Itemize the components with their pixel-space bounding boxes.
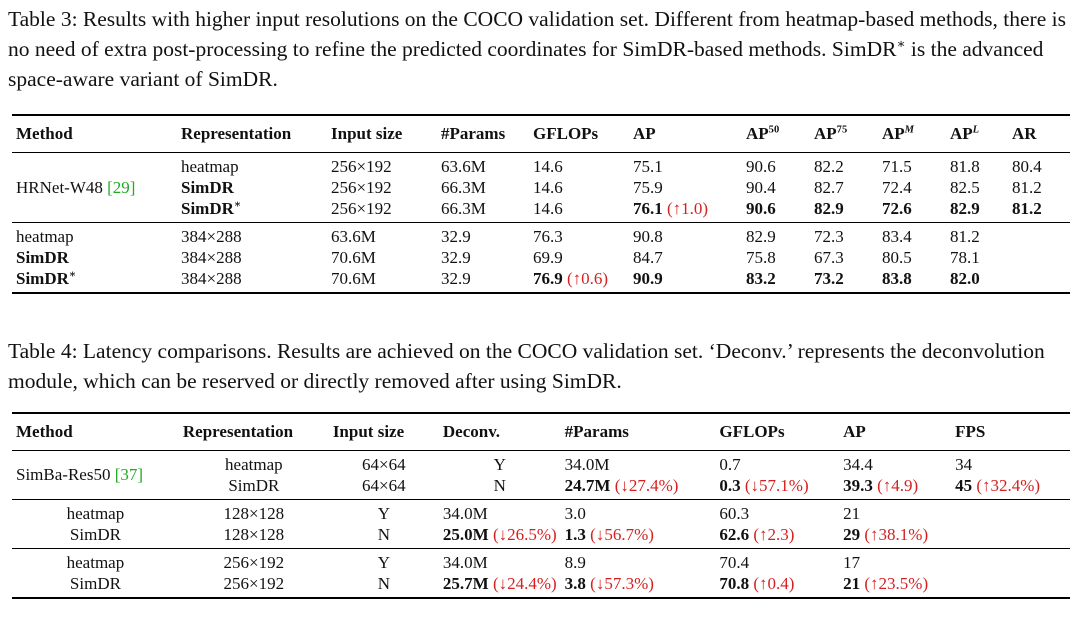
t3-header-params: #Params	[441, 124, 506, 143]
t3-header-apl: APL	[950, 124, 980, 143]
table-row: HRNet-W48 [29] heatmap 256×192 63.6M 14.…	[12, 153, 1070, 197]
t3-method-cell: HRNet-W48 [29]	[16, 177, 136, 197]
t4-header-ap: AP	[843, 422, 866, 441]
t4-header-method: Method	[16, 422, 73, 441]
table-row: SimDR∗ 256×192 66.3M 14.6 76.1 (↑1.0) 90…	[181, 198, 1042, 218]
table-row: SimDR∗ 384×288 70.6M 32.9 76.9 (↑0.6) 90…	[16, 268, 980, 288]
t3-header-representation: Representation	[181, 124, 292, 143]
t3-header-gflops: GFLOPs	[533, 124, 599, 143]
table3-header-row: Method Representation Input size #Params…	[12, 115, 1070, 153]
t3-header-ar: AR	[1012, 124, 1037, 143]
t4-header-deconv: Deconv.	[442, 422, 501, 441]
t3-header-ap50: AP50	[746, 124, 780, 143]
t4-header-fps: FPS	[955, 422, 986, 441]
t4-header-params: #Params	[564, 422, 629, 441]
table-row: SimDR 384×288 70.6M 32.9 69.9 84.7 75.8 …	[16, 247, 980, 267]
table3-caption-star: ∗	[896, 35, 906, 51]
table-row: heatmap 256×192 Y 34.0M 8.9 70.4 17	[66, 552, 861, 572]
table4: Method Representation Input size Deconv.…	[12, 412, 1070, 599]
t3-header-ap: AP	[633, 124, 656, 143]
t3-header-method: Method	[16, 124, 73, 143]
table-row: SimDR 256×192 N 25.7M (↓24.4%) 3.8 (↓57.…	[69, 573, 929, 593]
t3-header-apm: APM	[882, 124, 915, 143]
t4-header-representation: Representation	[182, 422, 294, 441]
table-row: SimDR 128×128 N 25.0M (↓26.5%) 1.3 (↓56.…	[69, 524, 929, 544]
table-row: SimBa-Res50 [37] heatmap 64×64 Y 34.0M 0…	[12, 451, 1070, 485]
citation-link[interactable]: [29]	[107, 177, 136, 197]
citation-link[interactable]: [37]	[114, 465, 144, 484]
t4-method-cell: SimBa-Res50 [37]	[16, 465, 144, 484]
table4-caption: Table 4: Latency comparisons. Results ar…	[8, 339, 1045, 393]
table-row: SimDR 64×64 N 24.7M (↓27.4%) 0.3 (↓57.1%…	[228, 475, 1041, 495]
table-row: SimDR 256×192 66.3M 14.6 75.9 90.4 82.7 …	[181, 177, 1042, 197]
table4-header-row: Method Representation Input size Deconv.…	[12, 413, 1070, 451]
table3-caption: Table 3: Results with higher input resol…	[8, 4, 1072, 94]
t4-header-input-size: Input size	[332, 422, 405, 441]
t4-header-gflops: GFLOPs	[719, 422, 785, 441]
table3-caption-pre: Table 3: Results with higher input resol…	[8, 7, 1066, 61]
table-row: heatmap 384×288 63.6M 32.9 76.3 90.8 82.…	[16, 226, 980, 246]
table3: Method Representation Input size #Params…	[12, 114, 1070, 294]
table-row: heatmap 128×128 Y 34.0M 3.0 60.3 21	[66, 503, 861, 523]
t3-header-ap75: AP75	[814, 124, 848, 143]
t3-header-input-size: Input size	[331, 124, 403, 143]
table3-caption-post: is the advanced space-aware variant of S…	[8, 37, 1044, 91]
